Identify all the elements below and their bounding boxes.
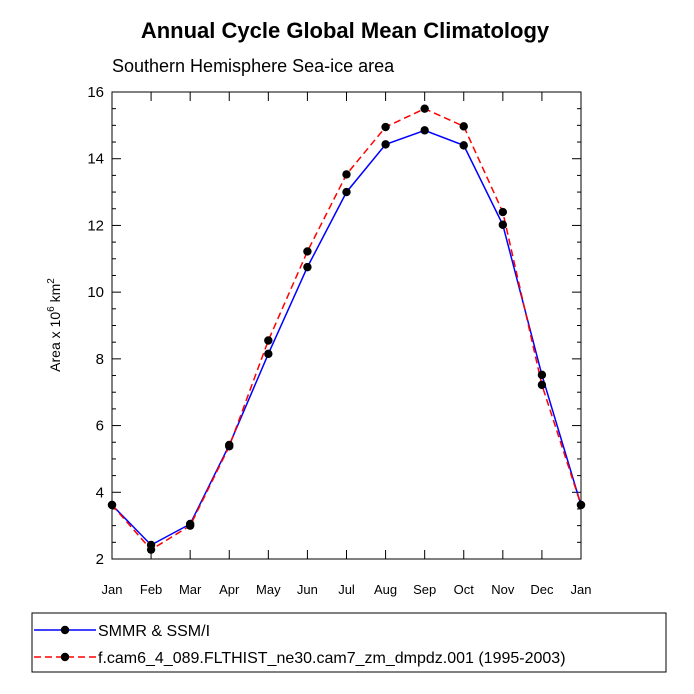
y-tick-label: 4 xyxy=(96,484,104,501)
chart-title: Annual Cycle Global Mean Climatology xyxy=(141,18,550,43)
x-tick-label: Jan xyxy=(571,582,592,597)
x-tick-label: Aug xyxy=(374,582,397,597)
legend-marker-2 xyxy=(60,652,70,662)
x-tick-label: Jul xyxy=(338,582,355,597)
series-2-point xyxy=(381,122,390,132)
y-tick-label: 8 xyxy=(96,351,104,368)
legend-label-2: f.cam6_4_089.FLTHIST_ne30.cam7_zm_dmpdz.… xyxy=(98,650,566,667)
y-tick-label: 16 xyxy=(87,84,104,101)
y-axis-label: Area x 106 km2 xyxy=(46,278,63,372)
series-2-point xyxy=(264,336,273,345)
y-tick-label: 14 xyxy=(87,151,104,168)
series-2-point xyxy=(420,104,429,113)
x-tick-label: Sep xyxy=(413,582,436,597)
legend-box xyxy=(31,612,667,673)
x-tick-label: Apr xyxy=(219,582,240,597)
series-2-point xyxy=(107,500,117,510)
series-2-point xyxy=(185,521,195,530)
series-2-point xyxy=(146,545,156,554)
legend: SMMR & SSM/I f.cam6_4_089.FLTHIST_ne30.ca… xyxy=(34,623,566,667)
axis-ticks: 2 4 6 8 10 12 14 16 Jan Feb Mar Apr May Jun Jul Aug Sep O… xyxy=(87,84,591,597)
series-2-point xyxy=(303,247,312,256)
series-2-point xyxy=(225,442,234,451)
y-tick-label: 6 xyxy=(96,418,104,435)
series-1-point xyxy=(264,349,273,359)
series-2-point xyxy=(459,122,468,131)
series-2-point xyxy=(498,207,508,217)
x-tick-label: Jan xyxy=(102,582,123,597)
x-tick-label: Dec xyxy=(530,582,554,597)
series-1-point xyxy=(303,262,312,272)
series-1-point xyxy=(498,220,508,229)
x-tick-label: Oct xyxy=(454,582,475,597)
series-1-point xyxy=(381,140,390,149)
series-1-point xyxy=(420,126,429,135)
series-2-point xyxy=(537,380,547,390)
series-1-point xyxy=(459,141,468,150)
y-tick-label: 12 xyxy=(87,217,104,234)
x-tick-label: Nov xyxy=(491,582,515,597)
y-tick-label: 2 xyxy=(96,551,104,568)
series-group xyxy=(107,104,586,554)
series-1-point xyxy=(342,187,351,197)
series-1-point xyxy=(537,370,547,380)
x-tick-label: Mar xyxy=(179,582,202,597)
legend-marker-1 xyxy=(60,625,70,635)
x-tick-label: Feb xyxy=(140,582,162,597)
y-tick-label: 10 xyxy=(87,284,104,301)
legend-label-1: SMMR & SSM/I xyxy=(98,623,210,640)
series-2-point xyxy=(342,170,351,179)
plot-frame xyxy=(111,91,582,560)
chart-subtitle: Southern Hemisphere Sea-ice area xyxy=(112,56,395,76)
x-tick-label: May xyxy=(256,582,281,597)
x-tick-label: Jun xyxy=(297,582,318,597)
series-2-point xyxy=(576,500,586,510)
